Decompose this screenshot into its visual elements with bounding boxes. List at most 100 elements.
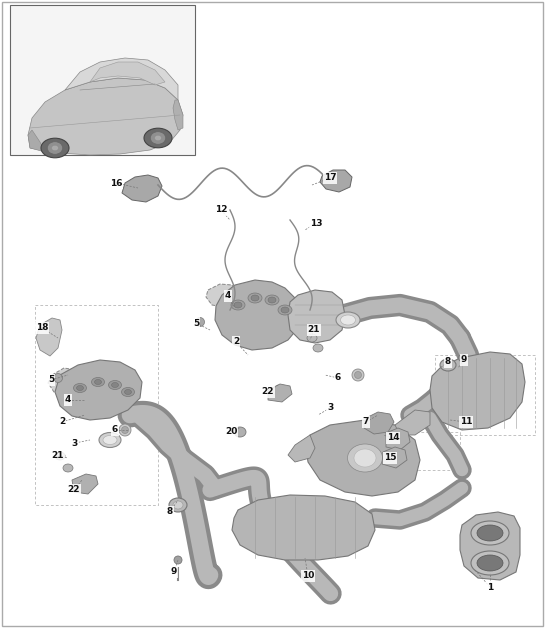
- Text: 1: 1: [487, 583, 493, 592]
- Polygon shape: [288, 435, 315, 462]
- Polygon shape: [90, 62, 165, 85]
- Text: 12: 12: [215, 205, 227, 215]
- Text: 4: 4: [225, 291, 231, 301]
- Ellipse shape: [53, 374, 63, 382]
- Polygon shape: [55, 360, 142, 420]
- Polygon shape: [215, 280, 300, 350]
- Ellipse shape: [251, 295, 259, 301]
- Bar: [10, 5, 195, 155]
- Text: 2: 2: [233, 337, 239, 347]
- Text: 7: 7: [363, 418, 369, 426]
- Polygon shape: [306, 420, 420, 496]
- Ellipse shape: [471, 521, 509, 545]
- Text: 13: 13: [310, 219, 322, 227]
- Ellipse shape: [248, 293, 262, 303]
- Polygon shape: [28, 130, 45, 152]
- Ellipse shape: [51, 145, 58, 151]
- Ellipse shape: [154, 135, 161, 141]
- Text: 11: 11: [460, 418, 473, 426]
- Polygon shape: [28, 78, 183, 155]
- Polygon shape: [395, 410, 430, 435]
- Text: 6: 6: [335, 374, 341, 382]
- Polygon shape: [460, 512, 520, 580]
- Ellipse shape: [231, 300, 245, 310]
- Ellipse shape: [63, 464, 73, 472]
- Ellipse shape: [169, 498, 187, 512]
- Polygon shape: [48, 368, 80, 395]
- Ellipse shape: [122, 426, 129, 433]
- Ellipse shape: [41, 138, 69, 158]
- Text: 5: 5: [48, 376, 54, 384]
- Ellipse shape: [352, 369, 364, 381]
- Text: 20: 20: [225, 428, 237, 436]
- Polygon shape: [288, 290, 345, 343]
- Ellipse shape: [458, 354, 465, 362]
- Ellipse shape: [47, 142, 63, 154]
- Ellipse shape: [74, 384, 87, 392]
- Polygon shape: [268, 384, 292, 402]
- Text: 10: 10: [302, 571, 314, 580]
- Text: 2: 2: [59, 418, 65, 426]
- Text: 3: 3: [72, 438, 78, 448]
- Ellipse shape: [477, 555, 503, 571]
- Text: 21: 21: [308, 325, 320, 335]
- Polygon shape: [430, 352, 525, 430]
- Polygon shape: [382, 447, 407, 468]
- Ellipse shape: [150, 132, 166, 144]
- Ellipse shape: [55, 452, 65, 460]
- Ellipse shape: [348, 444, 383, 472]
- Ellipse shape: [99, 433, 121, 448]
- Ellipse shape: [122, 387, 135, 396]
- Ellipse shape: [354, 372, 361, 379]
- Polygon shape: [65, 58, 178, 100]
- Ellipse shape: [234, 302, 242, 308]
- Ellipse shape: [477, 525, 503, 541]
- Ellipse shape: [119, 424, 131, 436]
- Ellipse shape: [313, 344, 323, 352]
- Polygon shape: [386, 428, 410, 450]
- Text: 4: 4: [65, 396, 71, 404]
- Ellipse shape: [278, 305, 292, 315]
- Text: 6: 6: [112, 426, 118, 435]
- Ellipse shape: [268, 297, 276, 303]
- Ellipse shape: [336, 312, 360, 328]
- Text: 9: 9: [461, 355, 467, 364]
- Text: 15: 15: [384, 453, 396, 462]
- Ellipse shape: [341, 315, 355, 325]
- Ellipse shape: [144, 128, 172, 148]
- Polygon shape: [232, 495, 375, 560]
- Ellipse shape: [108, 381, 122, 389]
- Ellipse shape: [76, 386, 83, 391]
- Polygon shape: [206, 284, 238, 307]
- Text: 9: 9: [171, 568, 177, 577]
- Text: 22: 22: [68, 485, 80, 494]
- Ellipse shape: [471, 551, 509, 575]
- Text: 8: 8: [167, 507, 173, 516]
- Ellipse shape: [174, 556, 182, 564]
- Polygon shape: [72, 474, 98, 494]
- Text: 3: 3: [327, 404, 333, 413]
- Text: 8: 8: [445, 357, 451, 367]
- Text: 16: 16: [110, 178, 122, 188]
- Ellipse shape: [354, 449, 376, 467]
- Polygon shape: [173, 100, 183, 130]
- Ellipse shape: [92, 377, 105, 386]
- Ellipse shape: [103, 435, 117, 445]
- Polygon shape: [122, 175, 162, 202]
- Ellipse shape: [196, 318, 204, 327]
- Ellipse shape: [124, 389, 131, 394]
- Text: 14: 14: [387, 433, 399, 443]
- Ellipse shape: [94, 379, 101, 384]
- Text: 5: 5: [193, 318, 199, 327]
- Ellipse shape: [281, 307, 289, 313]
- Text: 18: 18: [36, 323, 49, 332]
- Ellipse shape: [307, 334, 317, 342]
- Text: 21: 21: [52, 452, 64, 460]
- Ellipse shape: [265, 295, 279, 305]
- Polygon shape: [364, 412, 394, 434]
- Polygon shape: [320, 170, 352, 192]
- Ellipse shape: [440, 359, 456, 371]
- Polygon shape: [36, 318, 62, 356]
- Ellipse shape: [112, 382, 118, 387]
- Ellipse shape: [234, 427, 246, 437]
